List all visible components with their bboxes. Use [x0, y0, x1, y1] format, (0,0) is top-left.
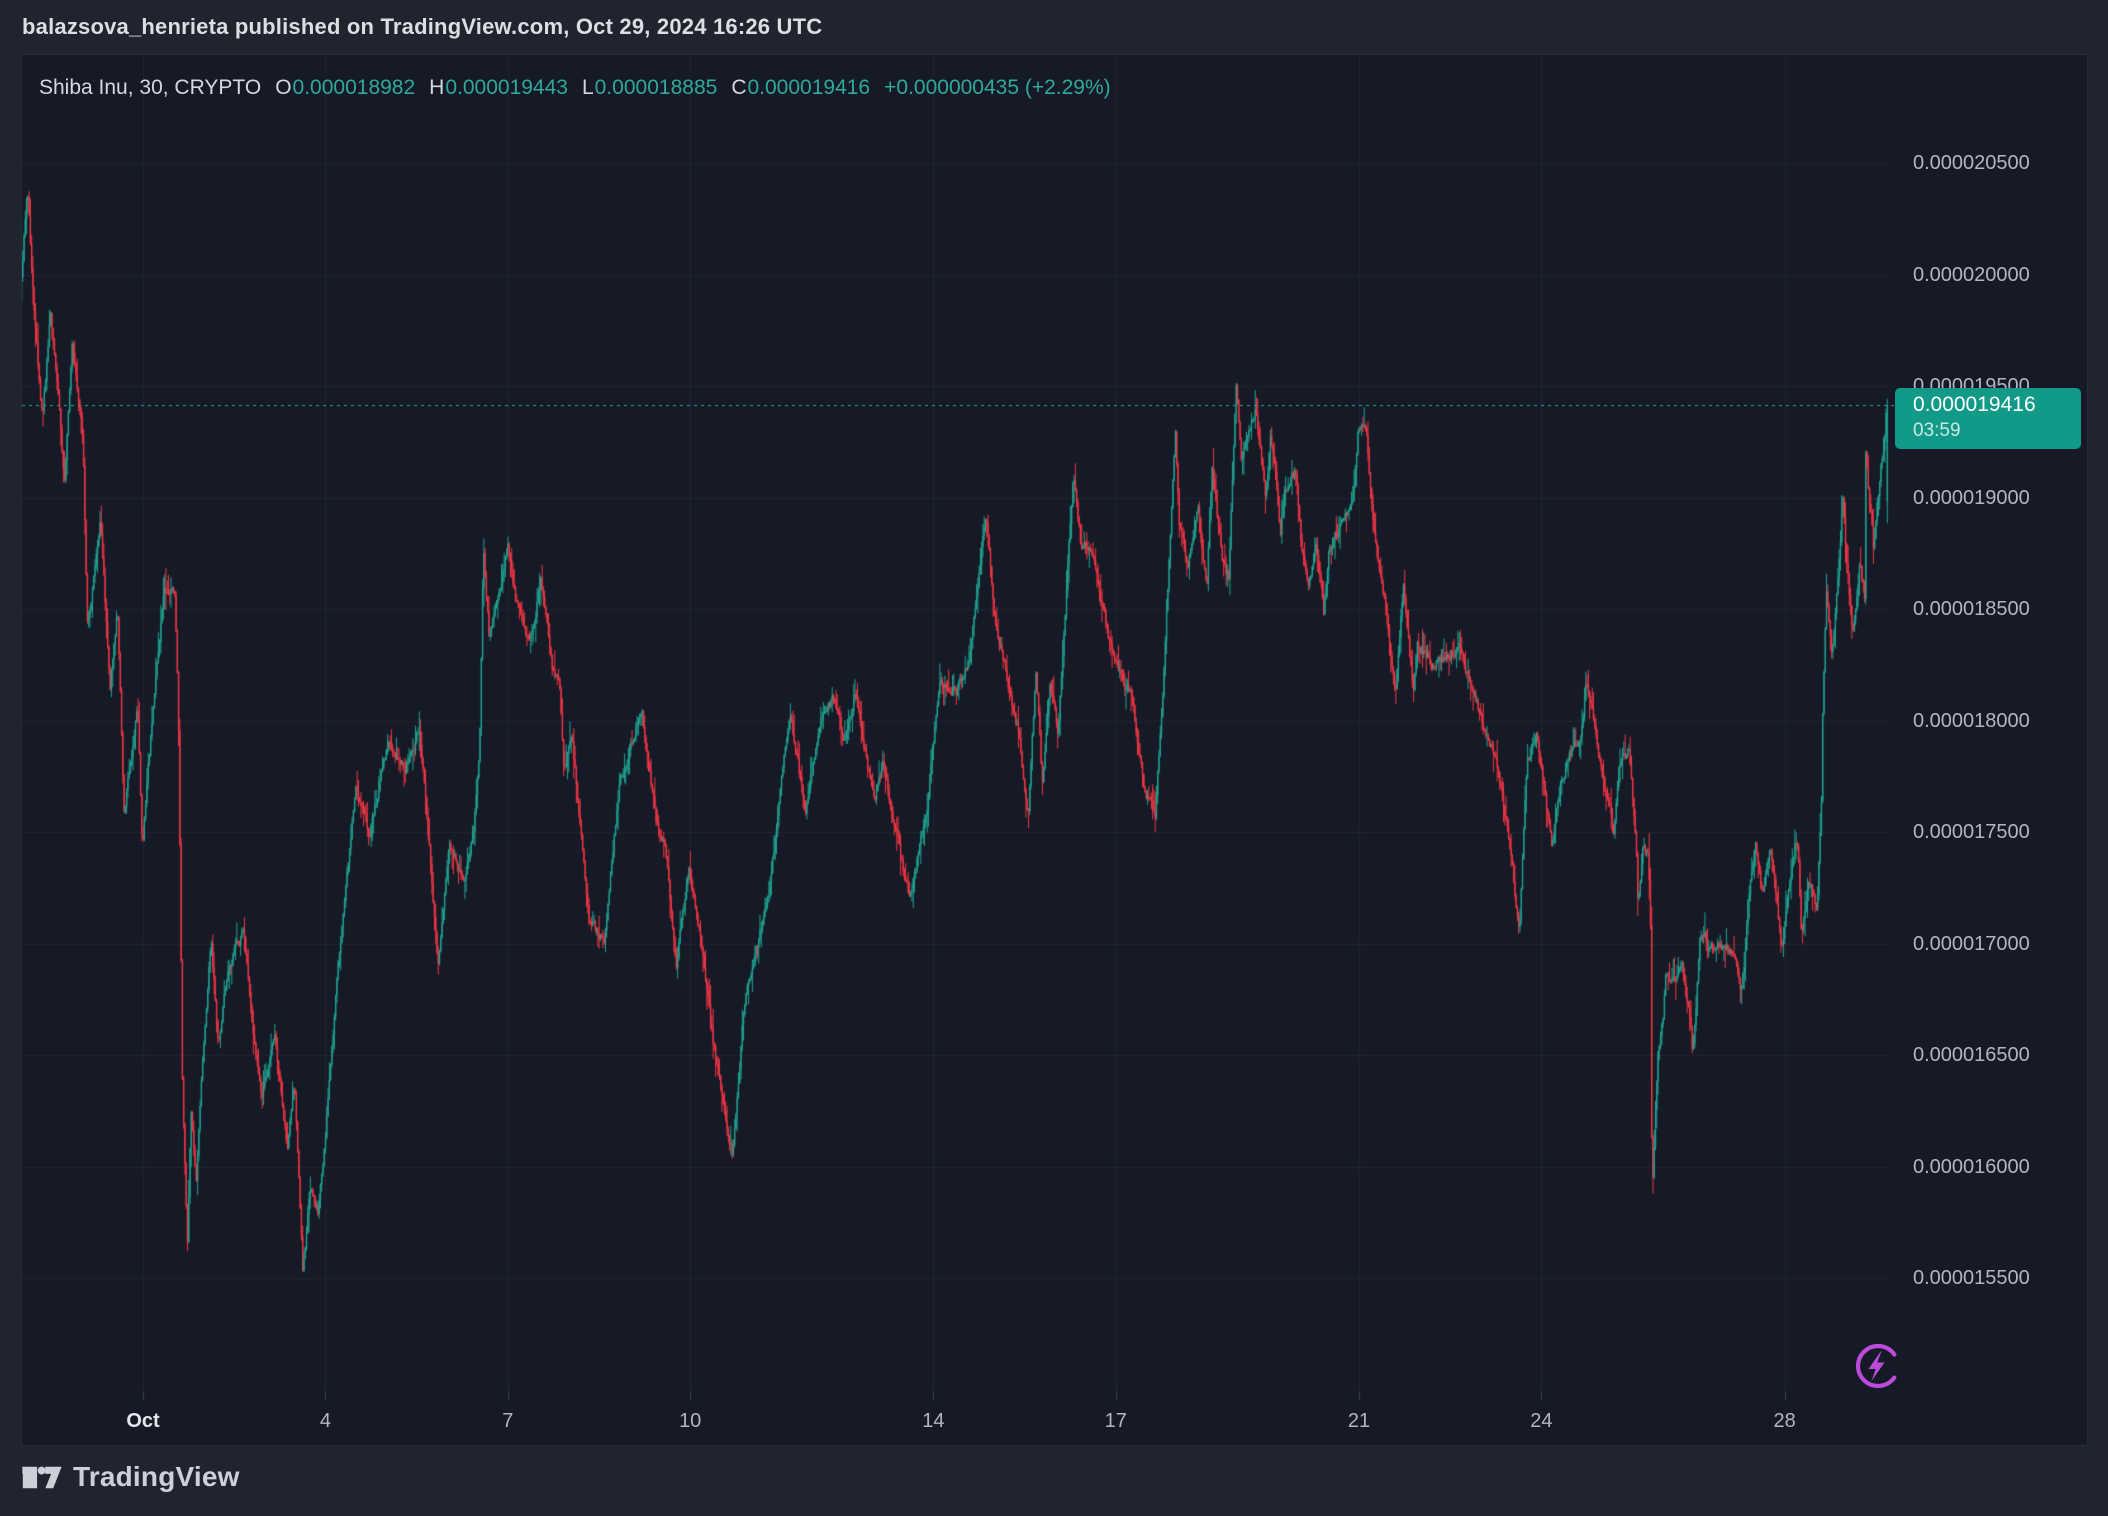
legend-change: +0.000000435 (+2.29%) [884, 76, 1111, 100]
tradingview-snapshot: { "attribution": "balazsova_henrieta pub… [0, 0, 2108, 1516]
x-axis-label: 28 [1740, 1409, 1830, 1433]
y-axis-label: 0.000019000 [1913, 486, 2030, 510]
bar-countdown: 03:59 [1913, 419, 2081, 443]
x-axis-label: 10 [645, 1409, 735, 1433]
legend-high: H0.000019443 [429, 76, 568, 100]
flash-button[interactable] [1852, 1340, 1904, 1392]
x-axis-label: Oct [98, 1409, 188, 1433]
last-price-value: 0.000019416 [1913, 391, 2081, 419]
chart-widget: Shiba Inu, 30, CRYPTO O0.000018982 H0.00… [21, 54, 2088, 1446]
x-axis-label: 7 [463, 1409, 553, 1433]
x-axis-label: 4 [280, 1409, 370, 1433]
last-price-badge: 0.000019416 03:59 [1895, 388, 2081, 449]
y-axis-label: 0.000020000 [1913, 263, 2030, 287]
symbol-title: Shiba Inu, 30, CRYPTO [39, 76, 261, 100]
candlestick-plot-canvas[interactable] [22, 55, 2087, 1445]
symbol-legend: Shiba Inu, 30, CRYPTO O0.000018982 H0.00… [39, 75, 1111, 101]
lightning-circle-icon [1852, 1340, 1904, 1392]
x-axis-label: 21 [1314, 1409, 1404, 1433]
tradingview-logo-text: TradingView [73, 1461, 240, 1493]
legend-low: L0.000018885 [582, 76, 717, 100]
tradingview-logo[interactable]: TradingView [22, 1462, 240, 1492]
y-axis-label: 0.000016500 [1913, 1043, 2030, 1067]
tradingview-mark-icon [22, 1465, 62, 1490]
y-axis-label: 0.000020500 [1913, 151, 2030, 175]
y-axis-label: 0.000017000 [1913, 932, 2030, 956]
attribution-text: balazsova_henrieta published on TradingV… [22, 12, 822, 42]
y-axis-label: 0.000018000 [1913, 709, 2030, 733]
y-axis-label: 0.000015500 [1913, 1266, 2030, 1290]
legend-open: O0.000018982 [275, 76, 415, 100]
x-axis-label: 14 [888, 1409, 978, 1433]
y-axis-label: 0.000016000 [1913, 1155, 2030, 1179]
y-axis-label: 0.000017500 [1913, 820, 2030, 844]
y-axis-label: 0.000018500 [1913, 597, 2030, 621]
x-axis-label: 17 [1071, 1409, 1161, 1433]
legend-close: C0.000019416 [731, 76, 870, 100]
x-axis-label: 24 [1496, 1409, 1586, 1433]
